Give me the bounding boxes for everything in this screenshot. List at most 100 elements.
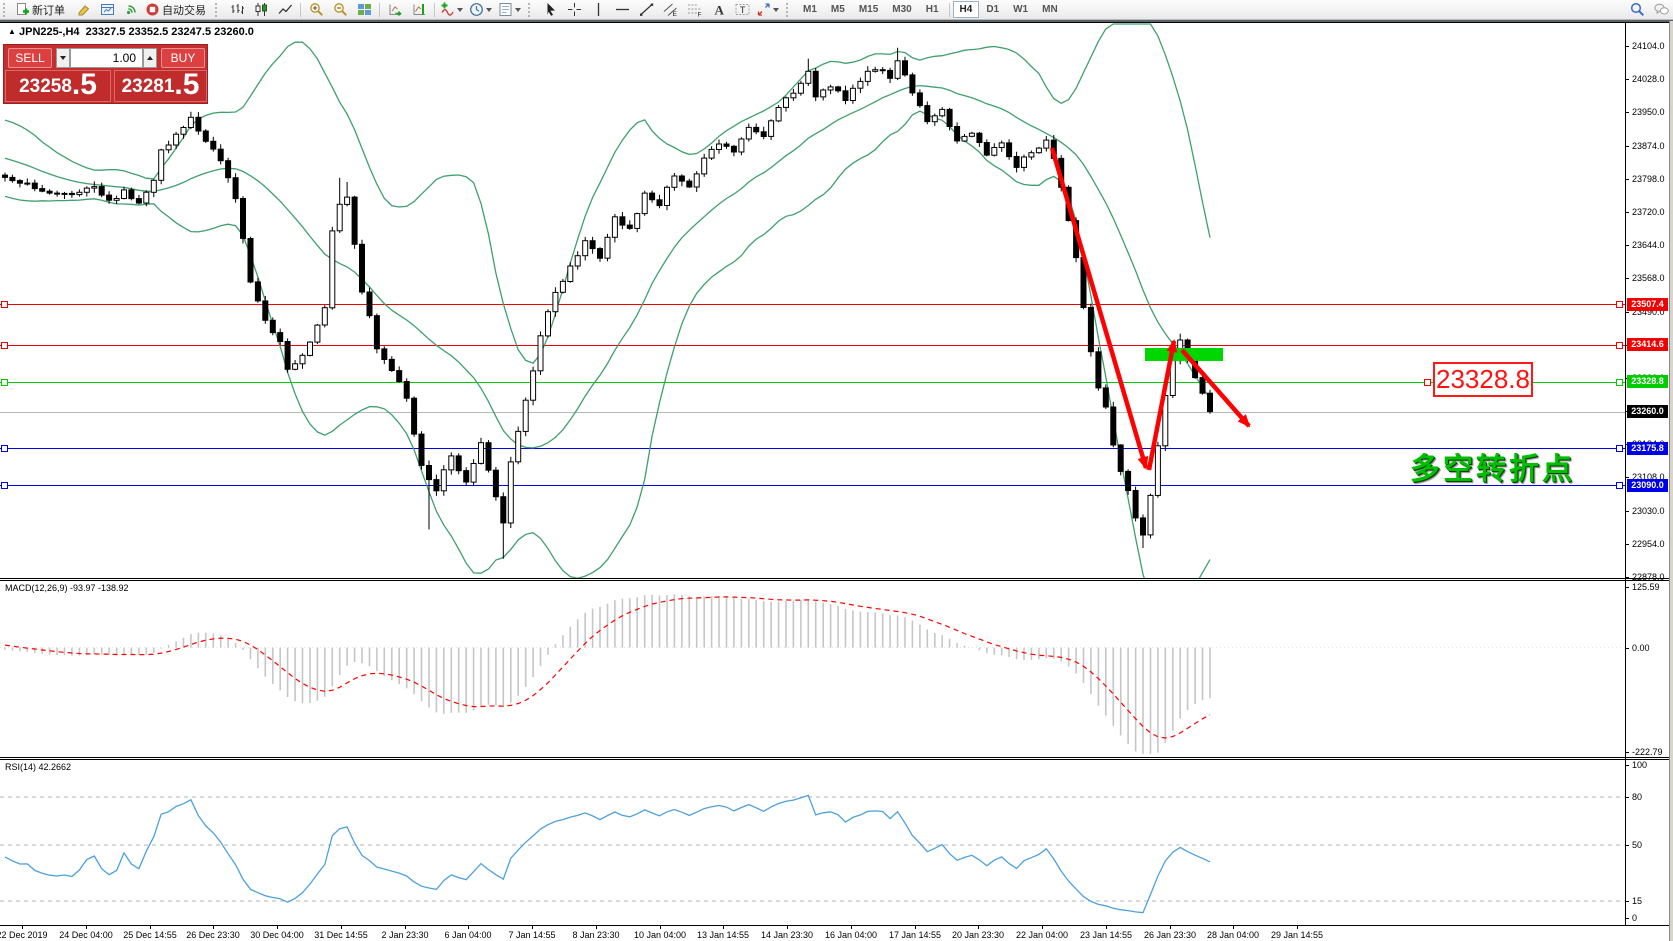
horizontal-line[interactable]	[0, 448, 1625, 449]
candlestick-chart-button[interactable]	[249, 0, 273, 19]
trend-arrow[interactable]	[1049, 147, 1149, 470]
hline-endpoint-marker[interactable]	[1, 379, 8, 386]
price-tick	[1625, 511, 1629, 512]
timeframe-button-M5[interactable]: M5	[830, 4, 845, 15]
price-tick	[1625, 146, 1629, 147]
timeframe-button-H4[interactable]: H4	[952, 1, 980, 18]
auto-scroll-button[interactable]	[383, 0, 407, 19]
trendline-button[interactable]	[634, 0, 658, 19]
volume-increase-button[interactable]	[143, 48, 157, 68]
time-tick	[787, 926, 788, 929]
price-tick-label: 23798.0	[1632, 174, 1665, 184]
chart-top-border	[0, 22, 1669, 23]
volume-decrease-button[interactable]	[56, 48, 70, 68]
templates-button[interactable]	[496, 0, 525, 19]
timeframe-button-M30[interactable]: M30	[892, 4, 912, 15]
new-order-button[interactable]: 新订单	[13, 0, 71, 19]
hline-endpoint-marker[interactable]	[1, 342, 8, 349]
timeframe-button-D1[interactable]: D1	[986, 4, 1000, 15]
price-axis-border	[1625, 22, 1626, 926]
candlestick-icon	[255, 3, 267, 16]
horizontal-line[interactable]	[0, 485, 1625, 486]
sell-button[interactable]: SELL	[8, 48, 52, 68]
autotrading-icon	[146, 3, 159, 16]
signals-button[interactable]	[119, 0, 143, 19]
window-separator	[0, 20, 1673, 22]
time-axis-label: 29 Jan 14:55	[1270, 930, 1324, 940]
macd-chart[interactable]	[0, 581, 1625, 757]
rsi-chart[interactable]	[0, 760, 1625, 924]
hline-endpoint-marker[interactable]	[1, 301, 8, 308]
price-tick	[1625, 79, 1629, 80]
hline-endpoint-marker[interactable]	[1616, 301, 1623, 308]
crosshair-button[interactable]	[562, 0, 586, 19]
chart-title: ▲ JPN225-,H4 23327.5 23352.5 23247.5 232…	[8, 26, 254, 38]
volume-input[interactable]	[70, 48, 143, 68]
bar-chart-button[interactable]	[225, 0, 249, 19]
hline-endpoint-marker[interactable]	[1616, 445, 1623, 452]
rsi-tick-label: 100	[1632, 760, 1648, 770]
chart-shift-button[interactable]	[407, 0, 431, 19]
macd-tick-label: -222.79	[1632, 747, 1663, 757]
collapse-triangle-icon[interactable]: ▲	[8, 27, 16, 36]
metaeditor-button[interactable]	[71, 0, 95, 19]
timeframe-button-H1[interactable]: H1	[925, 4, 939, 15]
time-tick	[978, 926, 979, 929]
new-chart-button[interactable]	[95, 0, 119, 19]
toolbar-separator	[300, 2, 301, 17]
horizontal-line-button[interactable]	[610, 0, 634, 19]
line-chart-button[interactable]	[273, 0, 297, 19]
macd-panel-divider[interactable]	[0, 578, 1669, 579]
indicators-button[interactable]	[438, 0, 467, 19]
hline-endpoint-marker[interactable]	[1, 482, 8, 489]
hline-endpoint-marker[interactable]	[1616, 379, 1623, 386]
new-chart-icon	[100, 4, 114, 15]
annotation-layer[interactable]	[0, 22, 1625, 578]
turning-point-label[interactable]: 多空转折点	[1410, 453, 1575, 486]
callout-anchor-marker[interactable]	[1424, 378, 1431, 386]
rsi-panel-divider[interactable]	[0, 757, 1669, 758]
search-button[interactable]	[1625, 0, 1649, 19]
macd-tick-label: 0.00	[1632, 643, 1650, 653]
sell-price-display: 23258.5	[5, 70, 111, 102]
timeframe-button-M1[interactable]: M1	[803, 4, 817, 15]
hline-endpoint-marker[interactable]	[1616, 342, 1623, 349]
chevron-down-icon	[515, 7, 521, 12]
price-callout-label[interactable]: 23328.8	[1433, 362, 1533, 397]
text-label-icon: T	[735, 4, 749, 16]
chat-button[interactable]	[1649, 0, 1673, 19]
chevron-down-icon	[486, 7, 492, 12]
time-axis-label: 7 Jan 14:55	[508, 930, 556, 940]
periods-button[interactable]	[467, 0, 496, 19]
indicators-icon	[441, 2, 454, 16]
zoom-out-button[interactable]	[328, 0, 352, 19]
hline-endpoint-marker[interactable]	[1, 445, 8, 452]
arrows-button[interactable]	[754, 0, 783, 19]
timeframe-button-M15[interactable]: M15	[858, 4, 879, 15]
hline-icon	[615, 8, 629, 11]
fibonacci-button[interactable]: F	[682, 0, 706, 19]
line-chart-icon	[278, 4, 292, 14]
time-axis-label: 25 Dec 14:55	[123, 930, 177, 940]
vertical-line-button[interactable]	[586, 0, 610, 19]
price-tick-label: 24104.0	[1632, 41, 1665, 51]
price-tick	[1625, 112, 1629, 113]
trend-arrow[interactable]	[1146, 339, 1178, 471]
autotrading-button[interactable]: 自动交易	[143, 0, 212, 19]
trend-arrow[interactable]	[1180, 348, 1251, 428]
equidistant-channel-button[interactable]: E	[658, 0, 682, 19]
zoom-in-button[interactable]	[304, 0, 328, 19]
horizontal-line[interactable]	[0, 345, 1625, 346]
text-button[interactable]: A	[706, 0, 730, 19]
time-tick	[1233, 926, 1234, 929]
tile-windows-button[interactable]	[352, 0, 376, 19]
hline-endpoint-marker[interactable]	[1616, 482, 1623, 489]
horizontal-line[interactable]	[0, 304, 1625, 305]
horizontal-line[interactable]	[0, 382, 1625, 383]
text-label-button[interactable]: T	[730, 0, 754, 19]
timeframe-button-MN[interactable]: MN	[1042, 4, 1058, 15]
buy-button[interactable]: BUY	[161, 48, 205, 68]
cursor-button[interactable]	[538, 0, 562, 19]
timeframe-button-W1[interactable]: W1	[1013, 4, 1029, 15]
